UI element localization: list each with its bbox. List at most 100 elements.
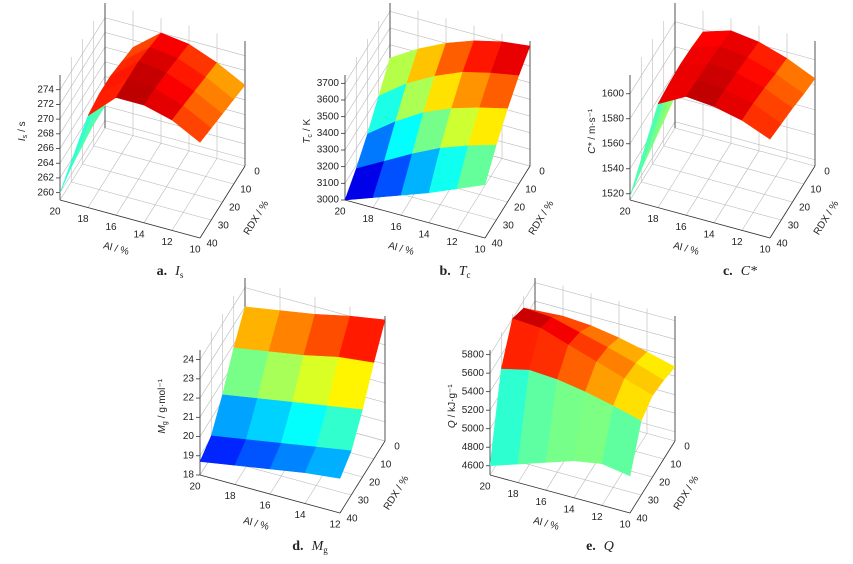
z-label-unit: / g·mol⁻¹ xyxy=(157,378,168,418)
z-tick-label: 4800 xyxy=(462,442,485,453)
z-tick-label: 1600 xyxy=(602,88,625,99)
z-tick-label: 1520 xyxy=(602,188,625,199)
y-tick-label: 20 xyxy=(659,478,671,489)
z-tick-label: 3700 xyxy=(317,78,340,89)
axis-line xyxy=(489,474,631,514)
x-tick-label: 10 xyxy=(759,245,771,256)
y-tick-label: 40 xyxy=(491,239,503,250)
panel-caption: d. Mg xyxy=(292,539,328,555)
x-tick-label: 20 xyxy=(619,207,631,218)
z-tick-label: 5200 xyxy=(462,405,485,416)
z-label-unit: / m·s⁻¹ xyxy=(587,108,598,139)
z-tick-label: 5800 xyxy=(462,349,485,360)
caption-label: e. xyxy=(586,539,596,554)
z-tick-label: 260 xyxy=(37,187,54,198)
x-tick-label: 20 xyxy=(189,482,201,493)
x-tick-label: 18 xyxy=(77,214,89,225)
y-axis-title: RDX / % xyxy=(812,199,842,237)
x-tick-label: 10 xyxy=(474,245,486,256)
z-tick-label: 262 xyxy=(37,173,54,184)
y-axis-title: RDX / % xyxy=(242,199,272,237)
z-label-unit: / kJ·g⁻¹ xyxy=(447,384,458,418)
z-axis-title: Is / s xyxy=(17,121,29,141)
axis-line xyxy=(484,165,531,239)
y-tick-label: 0 xyxy=(254,167,260,178)
z-axis-title: Q / kJ·g⁻¹ xyxy=(447,384,458,429)
z-label-unit: / K xyxy=(302,119,313,132)
x-tick-label: 14 xyxy=(418,229,430,240)
y-tick-label: 0 xyxy=(539,167,545,178)
axis-line xyxy=(59,199,201,239)
floor-grid-line xyxy=(82,163,223,203)
x-tick-label: 16 xyxy=(259,501,271,512)
z-tick-label: 5000 xyxy=(462,423,485,434)
x-tick-label: 14 xyxy=(703,229,715,240)
x-tick-label: 18 xyxy=(224,491,236,502)
y-tick-label: 10 xyxy=(525,185,537,196)
x-tick-label: 18 xyxy=(507,489,519,500)
x-tick-label: 12 xyxy=(161,237,173,248)
x-axis-title: Al / % xyxy=(672,240,700,257)
z-tick-label: 1560 xyxy=(602,138,625,149)
z-tick-label: 23 xyxy=(183,373,195,384)
z-label-sub: c xyxy=(307,134,314,138)
caption-symbol: M xyxy=(311,539,325,554)
z-tick-label: 266 xyxy=(37,143,54,154)
y-axis-title: RDX / % xyxy=(382,474,412,512)
surface-patch xyxy=(171,105,212,143)
x-tick-label: 16 xyxy=(535,497,547,508)
z-tick-label: 3200 xyxy=(317,161,340,172)
caption-symbol: I xyxy=(174,264,181,279)
surface-patch xyxy=(741,103,782,140)
z-tick-label: 3600 xyxy=(317,95,340,106)
caption-symbol: T xyxy=(459,264,468,279)
floor-grid-line xyxy=(71,181,212,221)
z-label-symbol: M xyxy=(157,424,168,433)
caption-sub: g xyxy=(323,545,328,555)
x-tick-label: 14 xyxy=(563,504,575,515)
y-tick-label: 20 xyxy=(369,478,381,489)
y-tick-label: 0 xyxy=(394,442,400,453)
axis-line xyxy=(344,199,486,239)
z-label-unit: / s xyxy=(17,121,28,132)
y-tick-label: 0 xyxy=(824,167,830,178)
z-axis-title: C* / m·s⁻¹ xyxy=(587,108,598,154)
panel: 2018161412100102030403000310032003300340… xyxy=(302,3,557,280)
surface-patch xyxy=(601,405,642,477)
x-tick-label: 20 xyxy=(49,207,61,218)
y-tick-label: 0 xyxy=(684,442,690,453)
x-tick-label: 12 xyxy=(329,520,341,531)
z-label-symbol: C* xyxy=(587,142,598,154)
x-tick-label: 10 xyxy=(189,245,201,256)
panel-caption: c. C* xyxy=(723,264,757,279)
x-tick-label: 10 xyxy=(619,520,631,531)
caption-symbol: Q xyxy=(604,539,614,554)
z-label-symbol: I xyxy=(17,138,28,141)
floor-grid-line xyxy=(674,127,816,167)
x-tick-label: 14 xyxy=(133,229,145,240)
floor-grid-line xyxy=(652,163,793,203)
x-tick-label: 20 xyxy=(479,482,491,493)
x-tick-label: 16 xyxy=(105,222,117,233)
panel-caption: b. Tc xyxy=(439,264,470,280)
x-axis-title: Al / % xyxy=(102,240,130,257)
z-tick-label: 21 xyxy=(183,412,195,423)
z-tick-label: 24 xyxy=(183,354,195,365)
floor-grid-line xyxy=(93,145,234,185)
y-axis-title: RDX / % xyxy=(527,199,557,237)
z-tick-label: 268 xyxy=(37,128,54,139)
y-tick-label: 30 xyxy=(503,221,515,232)
x-tick-label: 16 xyxy=(675,222,687,233)
axis-line xyxy=(629,199,771,239)
y-tick-label: 30 xyxy=(788,221,800,232)
y-tick-label: 20 xyxy=(229,203,241,214)
x-tick-label: 12 xyxy=(446,237,458,248)
y-tick-label: 10 xyxy=(810,185,822,196)
panel-caption: a. Is xyxy=(157,264,184,280)
panel: 2018161412100102030401520154015601580160… xyxy=(587,3,842,279)
axis-line xyxy=(769,165,816,239)
z-tick-label: 270 xyxy=(37,114,54,125)
y-tick-label: 40 xyxy=(346,514,358,525)
